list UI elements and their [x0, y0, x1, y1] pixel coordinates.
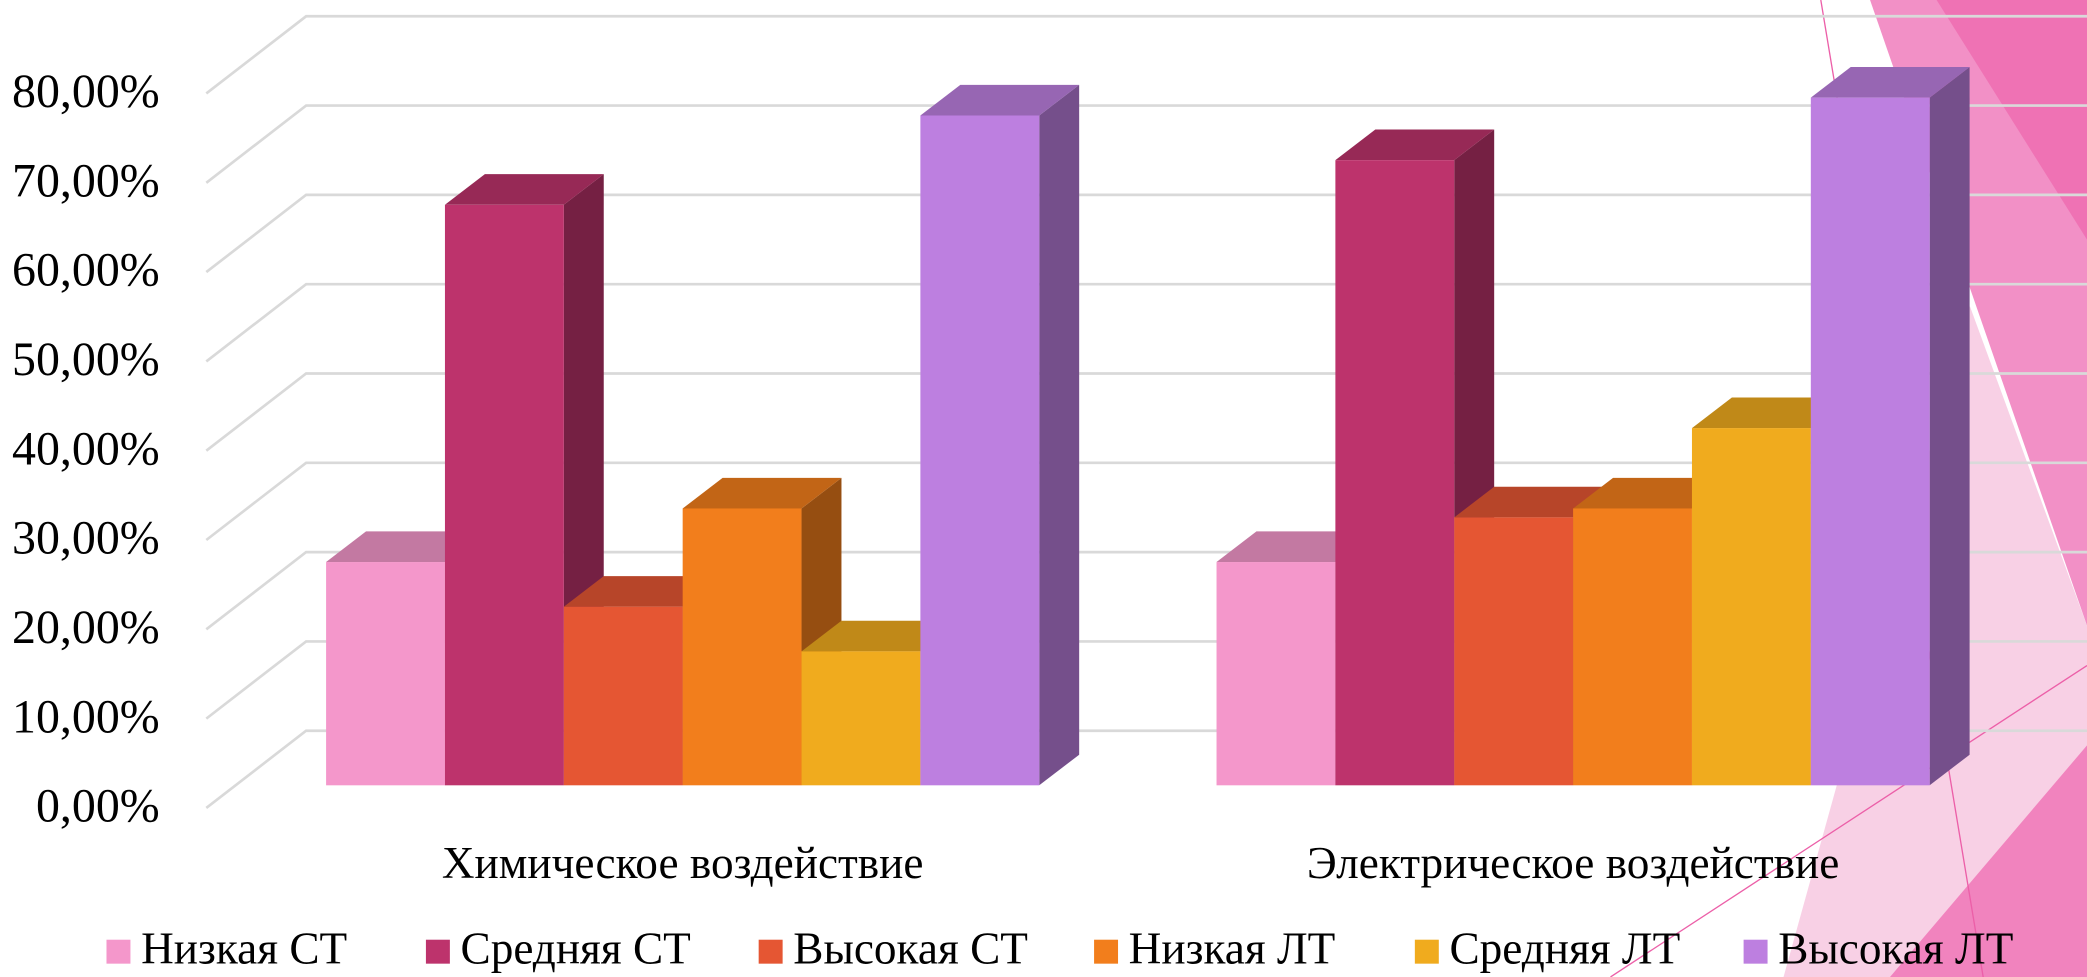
y-tick-label: 70,00%: [12, 154, 160, 207]
grid-line: [205, 14, 2087, 95]
legend-swatch: [1094, 939, 1119, 964]
bar: [1573, 508, 1692, 786]
bar-top: [920, 84, 1080, 116]
bar: [563, 606, 683, 786]
bar: [326, 562, 445, 786]
bar: [1691, 428, 1811, 786]
bar: [920, 115, 1040, 786]
legend-swatch: [106, 939, 131, 964]
legend-label: Средняя СТ: [461, 923, 691, 973]
legend-label: Высокая СТ: [793, 923, 1028, 973]
legend-swatch: [758, 939, 783, 964]
bar: [444, 204, 564, 786]
bar: [801, 651, 921, 786]
legend-label: Высокая ЛТ: [1778, 923, 2013, 973]
legend-label: Низкая СТ: [141, 923, 347, 973]
legend-swatch: [1743, 939, 1768, 964]
legend-label: Средняя ЛТ: [1449, 923, 1680, 973]
bar: [1216, 562, 1336, 786]
bars: [326, 67, 1970, 786]
bar-top: [1810, 67, 1970, 98]
x-tick-label: Химическое воздействие: [442, 838, 924, 888]
legend-swatch: [1414, 939, 1439, 964]
bar-side: [1929, 67, 1970, 786]
y-tick-label: 10,00%: [12, 690, 160, 743]
y-tick-label: 0,00%: [36, 780, 160, 833]
y-tick-label: 50,00%: [12, 333, 160, 386]
y-tick-label: 80,00%: [12, 65, 160, 118]
bar-top: [1335, 129, 1495, 161]
y-tick-label: 60,00%: [12, 244, 160, 297]
y-tick-label: 20,00%: [12, 601, 160, 654]
bar: [1810, 97, 1930, 786]
bar-top: [444, 174, 604, 205]
legend-swatch: [425, 939, 450, 964]
legend-label: Низкая ЛТ: [1129, 923, 1336, 973]
bar-side: [1039, 84, 1080, 786]
bar: [682, 508, 802, 786]
x-tick-label: Электрическое воздействие: [1307, 838, 1839, 888]
bar: [1454, 517, 1574, 786]
grid-line: [205, 104, 2087, 184]
y-tick-label: 30,00%: [12, 512, 160, 565]
labels: 0,00% 10,00% 20,00% 30,00% 40,00% 50,00% 60,00…: [12, 65, 2013, 973]
bar-top: [682, 477, 842, 509]
bar: [1335, 160, 1455, 786]
y-tick-label: 40,00%: [12, 422, 160, 475]
